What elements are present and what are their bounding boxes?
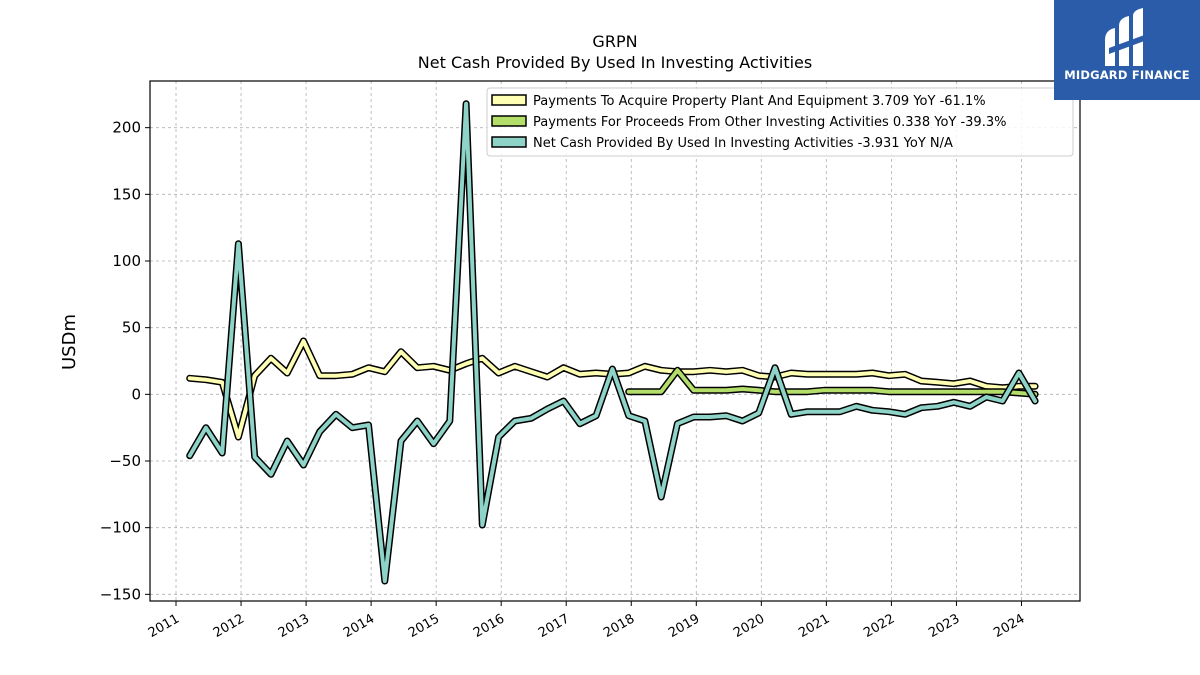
y-tick-label: 50 xyxy=(122,319,141,337)
chart-title: GRPN xyxy=(592,32,637,51)
x-tick-label: 2022 xyxy=(861,611,897,641)
y-tick-label: −150 xyxy=(100,585,141,603)
legend-swatch xyxy=(491,136,527,148)
y-tick-label: −100 xyxy=(100,519,141,537)
x-tick-label: 2014 xyxy=(341,611,377,641)
x-tick-label: 2012 xyxy=(211,611,247,641)
y-tick-label: 200 xyxy=(112,119,141,137)
series-line-outline xyxy=(186,100,1039,585)
x-tick-label: 2016 xyxy=(471,611,507,641)
series-layer xyxy=(186,100,1039,585)
brand-logo: MIDGARD FINANCE xyxy=(1054,0,1200,100)
x-axis: 2011 2012 2013 2014 2015 2016 2017 2018 2019 2020… xyxy=(146,601,1027,641)
series-2 xyxy=(625,366,1039,398)
x-tick-label: 2021 xyxy=(796,611,832,641)
legend-label: Net Cash Provided By Used In Investing A… xyxy=(533,136,953,151)
series-3 xyxy=(186,100,1039,585)
x-tick-label: 2015 xyxy=(406,611,442,641)
series-line xyxy=(187,101,1038,583)
y-tick-label: −50 xyxy=(109,452,141,470)
legend-label: Payments For Proceeds From Other Investi… xyxy=(533,115,1006,130)
x-tick-label: 2017 xyxy=(536,611,572,641)
y-tick-label: 150 xyxy=(112,185,141,203)
logo-mark-icon xyxy=(1105,8,1147,66)
legend-swatch xyxy=(491,115,527,127)
grid-lines xyxy=(150,81,1080,601)
legend-box xyxy=(486,87,1074,157)
x-tick-label: 2011 xyxy=(146,611,182,641)
x-tick-label: 2024 xyxy=(991,611,1027,641)
x-tick-label: 2018 xyxy=(601,611,637,641)
x-tick-label: 2020 xyxy=(731,611,767,641)
y-tick-label: 0 xyxy=(131,385,141,403)
legend-swatch xyxy=(491,94,527,106)
x-tick-label: 2019 xyxy=(666,611,702,641)
series-line xyxy=(626,368,1038,397)
x-tick-label: 2023 xyxy=(926,611,962,641)
logo-text: MIDGARD FINANCE xyxy=(1064,68,1190,82)
x-tick-label: 2013 xyxy=(276,611,312,641)
y-axis: −150 −100 −50 0 50 100 150 200 xyxy=(100,119,150,603)
legend-label: Payments To Acquire Property Plant And E… xyxy=(533,94,986,109)
legend: Payments To Acquire Property Plant And E… xyxy=(486,87,1074,157)
plot-frame xyxy=(149,80,1081,602)
chart-subtitle: Net Cash Provided By Used In Investing A… xyxy=(418,53,812,72)
y-axis-label: USDm xyxy=(59,314,80,370)
y-tick-label: 100 xyxy=(112,252,141,270)
